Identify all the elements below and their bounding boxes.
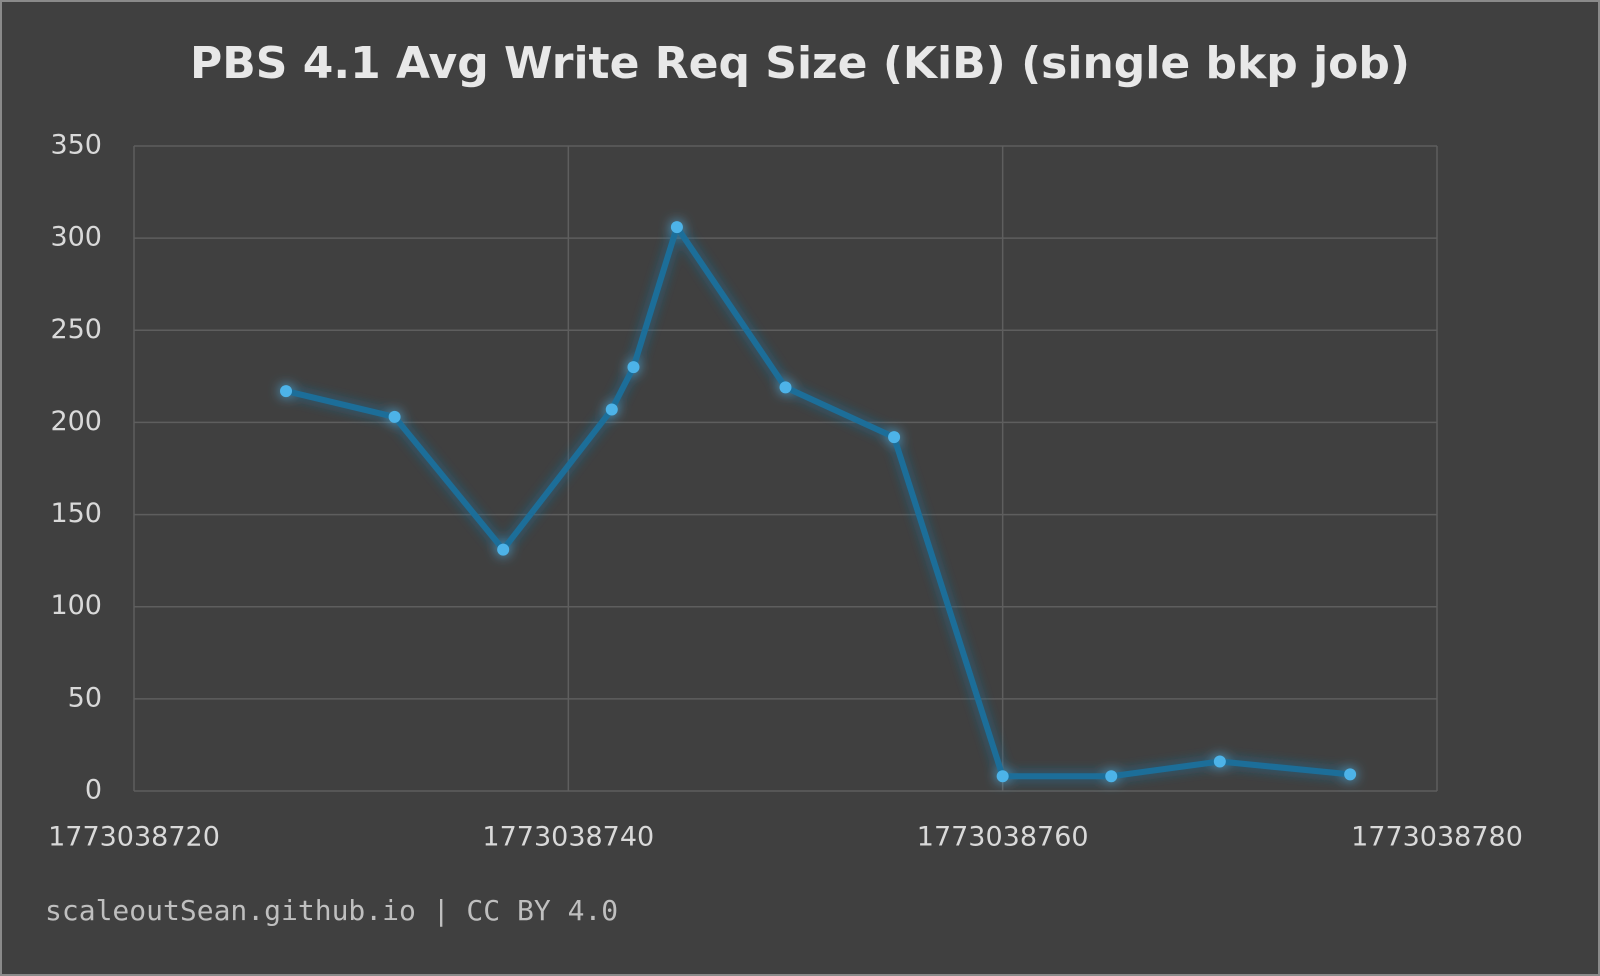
y-tick-label: 100 <box>50 590 102 621</box>
marker <box>779 381 792 394</box>
marker <box>605 403 618 416</box>
marker <box>497 543 510 556</box>
x-tick-label: 1773038740 <box>482 822 654 853</box>
marker <box>888 431 901 444</box>
y-tick-label: 150 <box>50 498 102 529</box>
marker <box>1105 770 1118 783</box>
y-tick-label: 0 <box>85 775 102 806</box>
marker <box>627 361 640 374</box>
y-tick-label: 50 <box>68 682 102 713</box>
series <box>280 221 1357 783</box>
marker <box>996 770 1009 783</box>
marker <box>670 221 683 234</box>
marker <box>1344 768 1357 781</box>
y-tick-label: 200 <box>50 406 102 437</box>
x-tick-label: 1773038760 <box>917 822 1089 853</box>
source-note: scaleoutSean.github.io | CC BY 4.0 <box>45 894 618 927</box>
x-tick-label: 1773038780 <box>1351 822 1523 853</box>
line <box>285 224 1351 780</box>
marker <box>388 410 401 423</box>
x-tick-label: 1773038720 <box>48 822 220 853</box>
marker <box>1213 755 1226 768</box>
y-tick-label: 300 <box>50 222 102 253</box>
y-tick-label: 250 <box>50 314 102 345</box>
chart-title: PBS 4.1 Avg Write Req Size (KiB) (single… <box>190 38 1410 89</box>
y-tick-label: 350 <box>50 130 102 161</box>
marker <box>280 385 293 398</box>
